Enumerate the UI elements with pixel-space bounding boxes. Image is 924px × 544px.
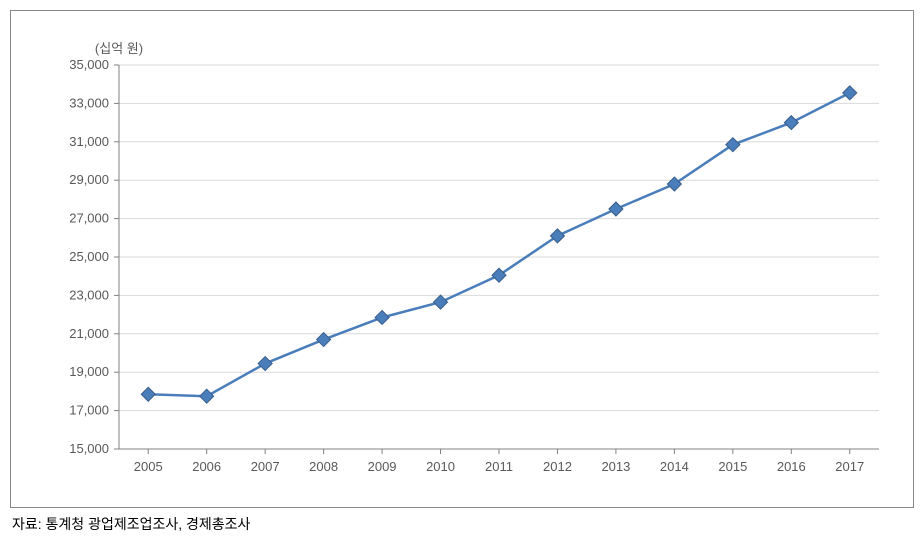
y-tick-label: 33,000	[69, 95, 109, 110]
x-tick-label: 2014	[660, 459, 689, 474]
y-tick-label: 29,000	[69, 172, 109, 187]
y-tick-label: 35,000	[69, 57, 109, 72]
x-tick-label: 2012	[543, 459, 572, 474]
y-tick-label: 25,000	[69, 249, 109, 264]
source-label: 자료: 통계청 광업제조업조사, 경제총조사	[10, 514, 914, 534]
y-tick-label: 27,000	[69, 211, 109, 226]
x-tick-label: 2009	[368, 459, 397, 474]
y-tick-label: 17,000	[69, 403, 109, 418]
x-tick-label: 2017	[835, 459, 864, 474]
y-axis-title: (십억 원)	[95, 41, 143, 56]
x-tick-label: 2010	[426, 459, 455, 474]
y-tick-label: 23,000	[69, 287, 109, 302]
y-tick-label: 15,000	[69, 441, 109, 456]
y-tick-label: 21,000	[69, 326, 109, 341]
x-tick-label: 2015	[718, 459, 747, 474]
x-tick-label: 2013	[601, 459, 630, 474]
x-tick-label: 2007	[251, 459, 280, 474]
x-tick-label: 2005	[134, 459, 163, 474]
line-chart: 15,000 17,000 19,000 21,000 23,000 25,000 27,0…	[29, 29, 899, 489]
chart-container: 15,000 17,000 19,000 21,000 23,000 25,000 27,0…	[10, 10, 914, 508]
y-tick-label: 31,000	[69, 134, 109, 149]
x-tick-label: 2016	[777, 459, 806, 474]
x-tick-label: 2008	[309, 459, 338, 474]
x-tick-label: 2011	[485, 459, 513, 474]
x-tick-label: 2006	[192, 459, 221, 474]
y-tick-label: 19,000	[69, 364, 109, 379]
